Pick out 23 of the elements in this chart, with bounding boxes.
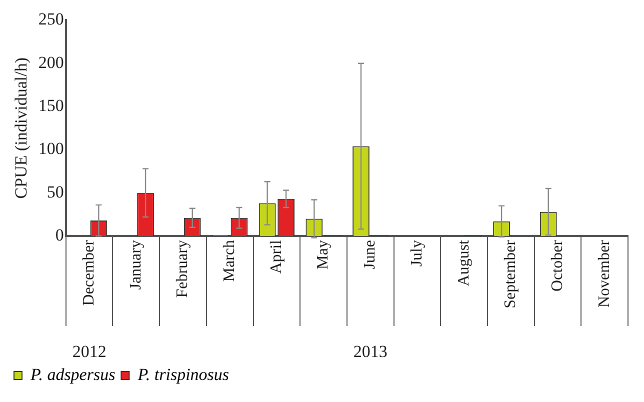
x-tick-label: February: [174, 240, 192, 298]
y-axis-title: CPUE (individual/h): [12, 58, 31, 199]
text: 2013: [353, 342, 388, 361]
x-tick-label: April: [268, 239, 285, 274]
legend-label: P. adspersus: [30, 364, 116, 384]
x-tick-label: August: [455, 239, 472, 286]
y-tick-label: 100: [38, 139, 64, 158]
y-tick-label: 200: [38, 52, 64, 72]
x-tick-label: October: [548, 239, 566, 292]
text: 2012: [72, 342, 106, 361]
y-tick-label: 0: [55, 225, 64, 244]
x-tick-label: January: [127, 240, 144, 290]
legend-label: P. trispinosus: [136, 364, 230, 384]
x-tick-label: December: [80, 239, 98, 306]
x-tick-label: May: [314, 240, 332, 270]
x-tick-label: March: [221, 240, 238, 282]
x-tick-label: November: [596, 239, 613, 308]
y-tick-label: 150: [38, 96, 64, 115]
x-tick-label: September: [502, 239, 520, 308]
y-tick-label: 50: [46, 182, 64, 202]
x-tick-label: July: [408, 240, 426, 267]
y-tick-label: 250: [38, 10, 64, 29]
x-tick-label: June: [362, 240, 379, 270]
